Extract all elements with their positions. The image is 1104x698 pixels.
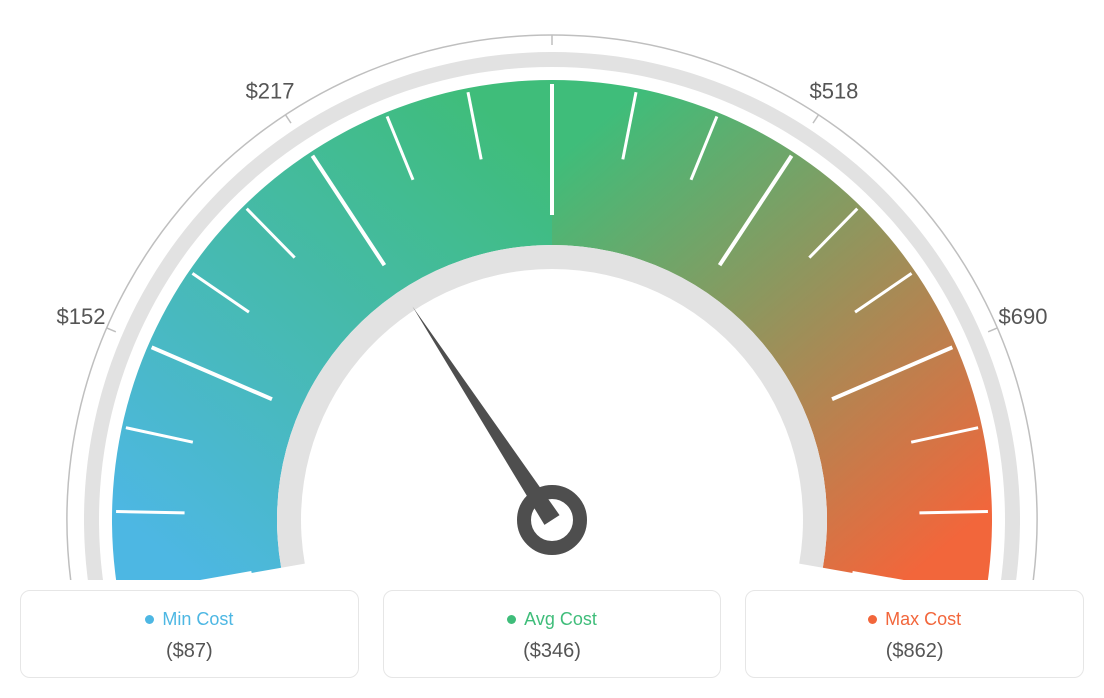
gauge-tick-minor <box>919 512 987 513</box>
gauge-band-right <box>552 80 992 580</box>
gauge-outer-tick <box>107 328 116 332</box>
gauge-tick-label: $518 <box>809 78 858 103</box>
legend-label-avg: Avg Cost <box>524 609 597 630</box>
gauge-tick-minor <box>116 512 184 513</box>
gauge-band-left <box>112 80 552 580</box>
legend-label-row-max: Max Cost <box>756 609 1073 630</box>
legend-value-min: ($87) <box>31 640 348 663</box>
gauge-tick-label: $690 <box>999 304 1048 329</box>
legend-label-max: Max Cost <box>885 609 961 630</box>
legend-value-avg: ($346) <box>394 640 711 663</box>
legend-dot-min <box>145 615 154 624</box>
gauge-area: $87$152$217$346$518$690$862 <box>20 20 1084 580</box>
legend-value-max: ($862) <box>756 640 1073 663</box>
gauge-tick-label: $152 <box>57 304 106 329</box>
legend-label-min: Min Cost <box>162 609 233 630</box>
gauge-outer-tick <box>813 115 818 123</box>
gauge-svg: $87$152$217$346$518$690$862 <box>20 20 1084 580</box>
gauge-outer-tick <box>285 115 290 123</box>
legend-card-max: Max Cost ($862) <box>745 590 1084 678</box>
legend-card-min: Min Cost ($87) <box>20 590 359 678</box>
gauge-tick-label: $217 <box>246 78 295 103</box>
gauge-chart-container: $87$152$217$346$518$690$862 Min Cost ($8… <box>20 20 1084 678</box>
legend-dot-max <box>868 615 877 624</box>
legend-label-row-min: Min Cost <box>31 609 348 630</box>
legend-row: Min Cost ($87) Avg Cost ($346) Max Cost … <box>20 590 1084 678</box>
gauge-outer-tick <box>988 328 997 332</box>
legend-card-avg: Avg Cost ($346) <box>383 590 722 678</box>
legend-dot-avg <box>507 615 516 624</box>
legend-label-row-avg: Avg Cost <box>394 609 711 630</box>
